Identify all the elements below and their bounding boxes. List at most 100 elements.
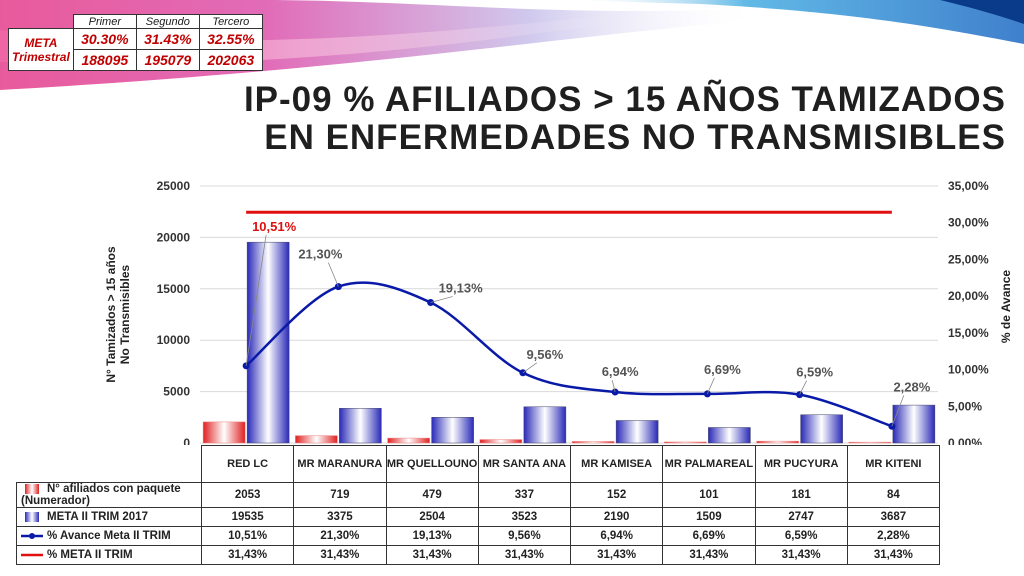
series-legend-label: % META II TRIM xyxy=(16,545,202,565)
y-tick-label: 10000 xyxy=(157,333,191,347)
series-name: % META II TRIM xyxy=(47,549,133,561)
data-label-leader xyxy=(707,377,715,395)
series-name: % Avance Meta II TRIM xyxy=(47,530,171,542)
category-label: MR KAMISEA xyxy=(569,445,664,483)
page-title-line-1: IP-09 % AFILIADOS > 15 AÑOS TAMIZADOS xyxy=(243,80,1006,119)
data-label-leader xyxy=(799,380,807,395)
table-cell: 31,43% xyxy=(846,545,941,565)
avance-data-label: 9,56% xyxy=(526,347,563,362)
table-cell: 2747 xyxy=(754,507,848,527)
bar-meta xyxy=(615,420,659,444)
data-label-leader xyxy=(891,395,905,427)
table-row: % META II TRIM 31,43% 31,43% 31,43% 31,43% 31… xyxy=(16,545,941,565)
table-cell: 31,43% xyxy=(662,545,756,565)
y2-tick-label: 0,00% xyxy=(948,436,982,445)
data-label-leader xyxy=(328,262,339,287)
bar-meta xyxy=(431,417,474,444)
bar-numerador xyxy=(848,441,892,444)
table-cell: 31,43% xyxy=(385,545,479,565)
table-corner xyxy=(17,446,202,483)
table-cell: 31,43% xyxy=(293,545,387,565)
bar-meta xyxy=(708,427,751,444)
meta-trimestral-table: Primer Segundo Tercero META Trimestral 3… xyxy=(8,14,263,71)
meta-percentage: 31.43% xyxy=(135,28,200,50)
legend-key xyxy=(21,553,43,557)
avance-data-label: 6,94% xyxy=(602,364,639,379)
legend-key xyxy=(25,511,39,522)
table-cell: 101 xyxy=(662,482,756,508)
avance-data-label: 19,13% xyxy=(439,281,484,296)
table-cell: 2,28% xyxy=(846,526,941,546)
y-axis-label: N° Tamizados > 15 añosNo Transmisibles xyxy=(104,246,132,383)
table-cell: 6,94% xyxy=(569,526,664,546)
avance-data-label: 2,28% xyxy=(893,379,930,394)
avance-data-label: 6,69% xyxy=(704,362,741,377)
table-cell: 2053 xyxy=(200,482,295,508)
table-cell: 2504 xyxy=(385,507,479,527)
bar-meta xyxy=(892,404,936,444)
legend-key xyxy=(21,532,43,539)
bar-numerador xyxy=(202,421,246,444)
data-label-leader xyxy=(522,362,538,374)
table-cell: 2190 xyxy=(569,507,664,527)
category-label: MR PUCYURA xyxy=(754,445,848,483)
table-cell: 10,51% xyxy=(200,526,295,546)
meta-header: Primer xyxy=(72,14,137,29)
table-cell: 152 xyxy=(569,482,664,508)
y-tick-label: 15000 xyxy=(157,282,191,296)
meta-header: Tercero xyxy=(198,14,263,29)
bar-numerador xyxy=(387,437,430,444)
table-cell: 181 xyxy=(754,482,848,508)
series-legend-label: % Avance Meta II TRIM xyxy=(16,526,202,546)
series-name: N° afiliados con paquete (Numerador) xyxy=(21,483,181,507)
category-label: MR PALMAREAL xyxy=(662,445,756,483)
series-legend-label: N° afiliados con paquete (Numerador) xyxy=(16,482,202,508)
bar-numerador xyxy=(295,435,338,444)
bar-meta xyxy=(800,414,843,444)
y-tick-label: 20000 xyxy=(157,230,191,244)
y2-tick-label: 25,00% xyxy=(948,252,989,266)
avance-point xyxy=(519,369,527,377)
meta-header: Segundo xyxy=(135,14,200,29)
category-label: MR MARANURA xyxy=(293,445,387,483)
table-cell: 1509 xyxy=(662,507,756,527)
meta-trimestral-label: META Trimestral xyxy=(8,28,74,71)
avance-line xyxy=(245,281,893,428)
series-name: META II TRIM 2017 xyxy=(47,511,148,523)
table-cell: 3523 xyxy=(477,507,572,527)
y2-tick-label: 15,00% xyxy=(948,326,989,340)
chart-data-table: RED LC MR MARANURA MR QUELLOUNO MR SANTA AN… xyxy=(16,445,941,565)
table-cell: 719 xyxy=(293,482,387,508)
y-tick-label: 0 xyxy=(183,436,190,445)
y2-tick-label: 30,00% xyxy=(948,216,989,230)
table-row: N° afiliados con paquete (Numerador) 2053… xyxy=(16,482,941,508)
table-cell: 31,43% xyxy=(477,545,572,565)
y-tick-label: 25000 xyxy=(157,179,191,193)
bar-numerador xyxy=(571,441,615,444)
table-cell: 19,13% xyxy=(385,526,479,546)
table-cell: 21,30% xyxy=(293,526,387,546)
category-label: MR KITENI xyxy=(846,445,941,483)
y2-tick-label: 20,00% xyxy=(948,289,989,303)
category-label: MR SANTA ANA xyxy=(477,445,572,483)
category-label: RED LC xyxy=(200,445,295,483)
bar-numerador xyxy=(479,439,523,444)
table-cell: 6,59% xyxy=(754,526,848,546)
y2-tick-label: 10,00% xyxy=(948,363,989,377)
y2-axis-label: % de Avance xyxy=(999,270,1013,343)
legend-key xyxy=(25,483,39,494)
avance-data-label: 10,51% xyxy=(252,219,297,234)
category-label: MR QUELLOUNO xyxy=(385,445,479,483)
table-cell: 479 xyxy=(385,482,479,508)
table-cell: 3687 xyxy=(846,507,941,527)
table-cell: 9,56% xyxy=(477,526,572,546)
combo-chart: 0 5000 10000 15000 20000 25000 0,00% 5,00% 10,00… xyxy=(104,179,1013,445)
meta-count: 202063 xyxy=(198,49,263,71)
table-cell: 31,43% xyxy=(754,545,848,565)
bar-meta xyxy=(523,406,567,444)
data-label-leader xyxy=(245,234,267,366)
table-cell: 19535 xyxy=(200,507,295,527)
table-cell: 31,43% xyxy=(200,545,295,565)
data-label-leader xyxy=(430,296,453,303)
meta-count: 188095 xyxy=(72,49,137,71)
